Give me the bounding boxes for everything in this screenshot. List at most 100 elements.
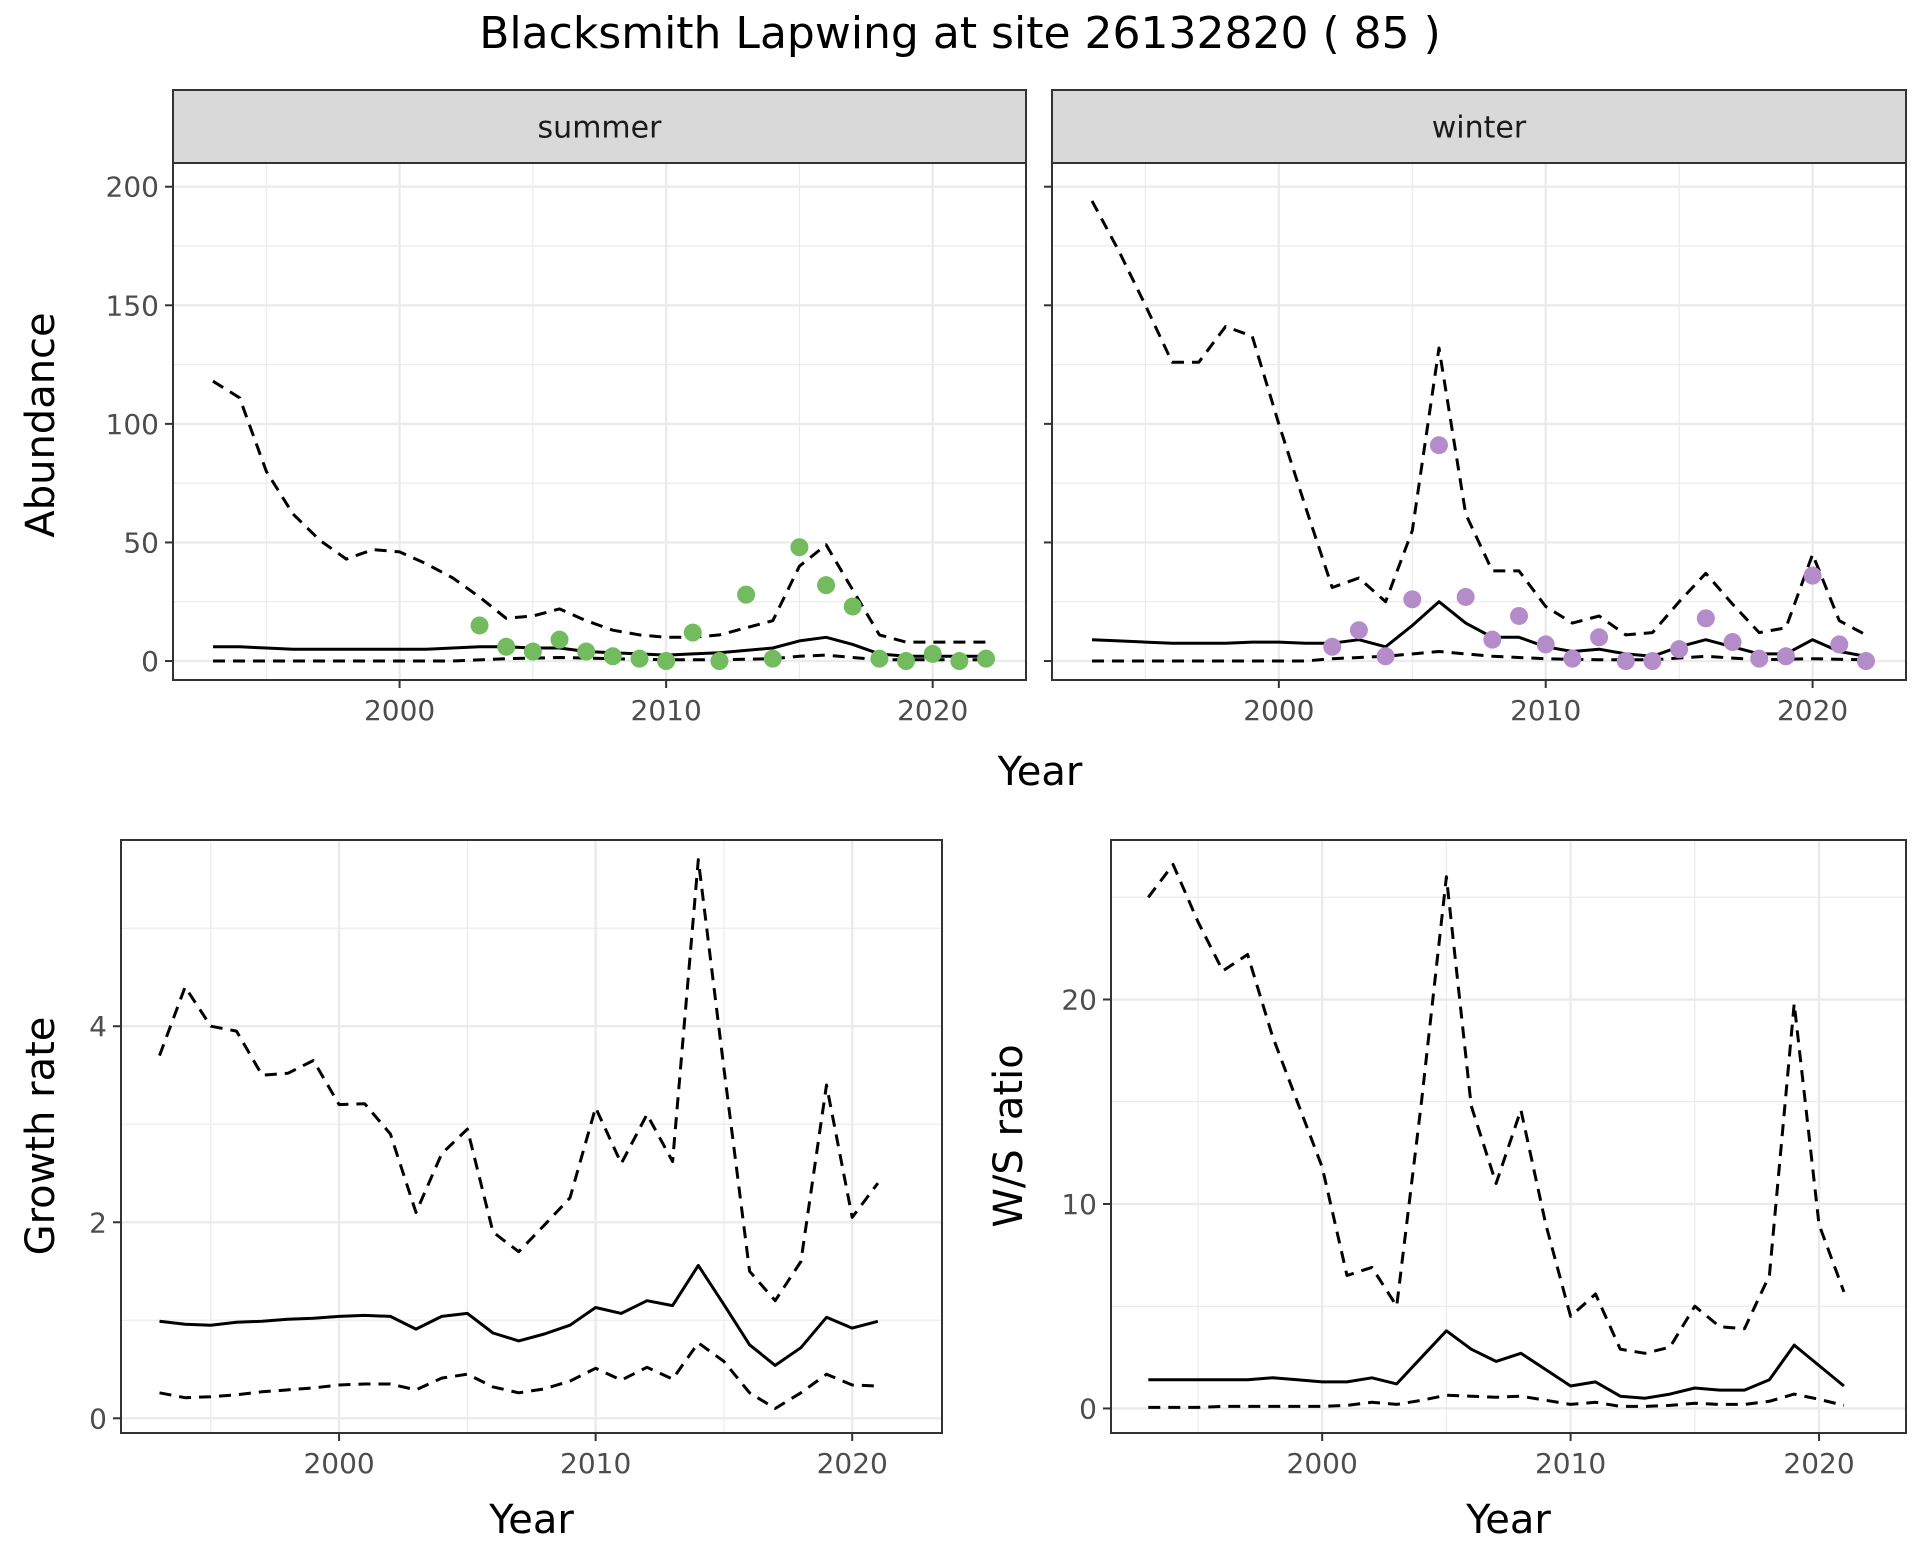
x-tick-label: 2010 bbox=[1510, 694, 1581, 727]
observed-count-point bbox=[870, 649, 889, 668]
facet-strip bbox=[172, 89, 1027, 164]
x-tick-label: 2010 bbox=[560, 1447, 631, 1480]
y-axis-title: W/S ratio bbox=[986, 1044, 1032, 1227]
observed-count-point bbox=[843, 597, 862, 616]
x-tick-label: 2020 bbox=[1777, 694, 1848, 727]
observed-count-point bbox=[497, 637, 516, 656]
upper-bound-line bbox=[212, 379, 986, 644]
y-tick-label: 4 bbox=[89, 1010, 107, 1043]
observed-count-point bbox=[470, 616, 489, 635]
panel-background bbox=[121, 840, 942, 1433]
panel-border bbox=[1051, 162, 1907, 681]
observed-count-point bbox=[1376, 647, 1395, 666]
panel-border bbox=[1110, 839, 1907, 1434]
observed-count-point bbox=[763, 649, 782, 668]
observed-count-point bbox=[1403, 590, 1422, 609]
observed-count-point bbox=[657, 652, 676, 671]
observed-count-point bbox=[1776, 647, 1795, 666]
observed-count-point bbox=[1536, 635, 1555, 654]
y-tick-label: 0 bbox=[89, 1402, 107, 1435]
observed-count-point bbox=[1643, 652, 1662, 671]
observed-count-point bbox=[790, 538, 809, 557]
top-x-axis-title: Year bbox=[997, 749, 1083, 795]
observed-count-point bbox=[1670, 640, 1689, 659]
upper-bound-line bbox=[158, 858, 880, 1303]
x-tick-label: 2000 bbox=[1243, 694, 1314, 727]
observed-count-point bbox=[1750, 649, 1769, 668]
observed-count-point bbox=[1510, 606, 1529, 625]
y-tick-label: 0 bbox=[1079, 1392, 1097, 1425]
ws-ratio-panel: 2000 2010 2020 0 10 20 Year W/S ratio bbox=[986, 839, 1907, 1543]
figure-title: Blacksmith Lapwing at site 26132820 ( 85… bbox=[479, 8, 1441, 59]
series-group bbox=[158, 858, 880, 1410]
panel-background bbox=[1111, 840, 1906, 1433]
observed-count-point bbox=[897, 652, 916, 671]
y-tick-label: 2 bbox=[89, 1206, 107, 1239]
panel-background bbox=[173, 163, 1026, 680]
series-group bbox=[212, 379, 996, 671]
observed-count-point bbox=[737, 585, 756, 604]
observed-count-point bbox=[603, 647, 622, 666]
observed-count-point bbox=[1856, 652, 1875, 671]
series-group bbox=[1090, 200, 1875, 671]
x-tick-label: 2020 bbox=[1783, 1447, 1854, 1480]
x-tick-label: 2020 bbox=[897, 694, 968, 727]
x-axis-title: Year bbox=[1465, 1497, 1551, 1543]
panel-border bbox=[172, 162, 1027, 681]
panel-background bbox=[1052, 163, 1906, 680]
observed-count-point bbox=[977, 649, 996, 668]
x-tick-label: 2000 bbox=[364, 694, 435, 727]
y-axis-title: Growth rate bbox=[18, 1017, 64, 1256]
facet-strip-label: summer bbox=[538, 111, 663, 146]
observed-count-point bbox=[577, 642, 596, 661]
x-axis-title: Year bbox=[488, 1497, 574, 1543]
observed-count-point bbox=[1723, 633, 1742, 652]
observed-count-point bbox=[710, 652, 729, 671]
observed-count-point bbox=[1349, 621, 1368, 640]
y-tick-label: 100 bbox=[106, 408, 159, 441]
lower-bound-line bbox=[1092, 650, 1867, 663]
winter-panel: winter 2000 2010 2020 bbox=[1044, 89, 1907, 727]
x-tick-label: 2000 bbox=[303, 1447, 374, 1480]
growth-rate-panel: 2000 2010 2020 0 2 4 Year Growth rate bbox=[18, 839, 943, 1543]
y-tick-label: 150 bbox=[106, 289, 159, 322]
x-tick-label: 2000 bbox=[1287, 1447, 1358, 1480]
observed-count-point bbox=[817, 576, 836, 595]
observed-count-point bbox=[1483, 630, 1502, 649]
observed-count-point bbox=[1590, 628, 1609, 647]
series-group bbox=[1147, 863, 1846, 1409]
observed-count-point bbox=[1323, 637, 1342, 656]
facet-strip-label: winter bbox=[1432, 111, 1527, 146]
observed-count-point bbox=[1616, 652, 1635, 671]
summer-panel: summer 2000 2010 2020 0 50 100 150 200 bbox=[106, 89, 1027, 727]
observed-count-point bbox=[630, 649, 649, 668]
x-tick-label: 2010 bbox=[1535, 1447, 1606, 1480]
observed-count-point bbox=[1456, 587, 1475, 606]
observed-count-point bbox=[1830, 635, 1849, 654]
observed-count-point bbox=[683, 623, 702, 642]
y-tick-label: 50 bbox=[123, 526, 159, 559]
observed-count-point bbox=[523, 642, 542, 661]
panel-border bbox=[120, 839, 943, 1434]
x-tick-label: 2020 bbox=[817, 1447, 888, 1480]
upper-bound-line bbox=[1147, 863, 1846, 1355]
estimate-line bbox=[213, 635, 986, 658]
estimate-line bbox=[159, 1263, 879, 1367]
observed-count-point bbox=[550, 630, 569, 649]
upper-bound-line bbox=[1090, 200, 1867, 637]
y-tick-label: 10 bbox=[1061, 1188, 1097, 1221]
observed-count-point bbox=[923, 644, 942, 663]
x-tick-label: 2010 bbox=[631, 694, 702, 727]
lower-bound-line bbox=[159, 1341, 878, 1410]
lower-bound-line bbox=[1148, 1392, 1845, 1409]
y-tick-label: 200 bbox=[106, 171, 159, 204]
observed-count-point bbox=[1803, 566, 1822, 585]
observed-count-point bbox=[1429, 436, 1448, 455]
observed-count-point bbox=[1563, 649, 1582, 668]
y-tick-label: 20 bbox=[1061, 983, 1097, 1016]
y-tick-label: 0 bbox=[141, 645, 159, 678]
observed-count-point bbox=[950, 652, 969, 671]
observed-count-point bbox=[1696, 609, 1715, 628]
estimate-line bbox=[1148, 1329, 1845, 1400]
